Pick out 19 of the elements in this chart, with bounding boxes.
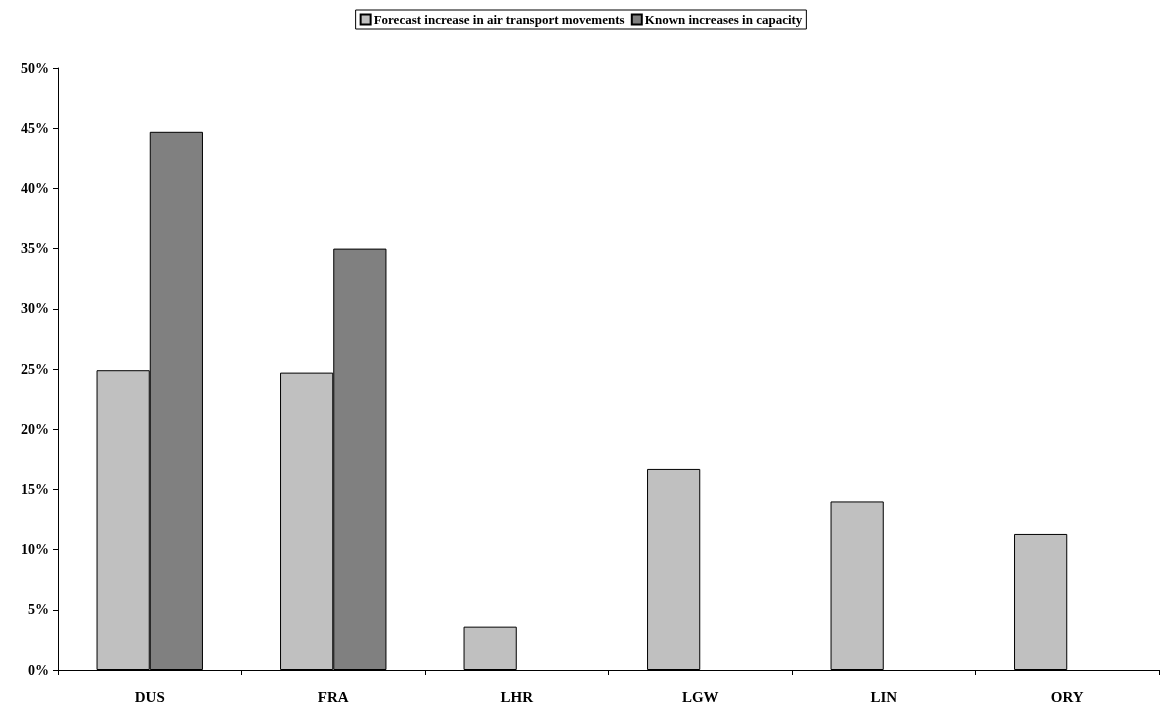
y-tick-label: 50%: [21, 60, 49, 76]
x-tick-label: DUS: [134, 688, 165, 705]
legend-label: Known increases in capacity: [644, 12, 803, 27]
y-tick-label: 40%: [21, 180, 49, 196]
x-tick-label: LGW: [681, 688, 719, 705]
y-tick-label: 5%: [28, 602, 49, 618]
y-tick-label: 45%: [21, 120, 49, 136]
y-tick-label: 15%: [21, 481, 49, 497]
y-tick-label: 25%: [21, 361, 49, 377]
legend-label: Forecast increase in air transport movements: [373, 12, 625, 27]
y-tick-label: 0%: [28, 662, 49, 678]
y-tick-label: 35%: [21, 241, 49, 257]
x-tick-label: ORY: [1050, 688, 1084, 705]
x-tick-label: LHR: [500, 688, 534, 705]
x-tick-label: LIN: [870, 688, 898, 705]
y-tick-label: 10%: [21, 542, 49, 558]
y-tick-label: 20%: [21, 421, 49, 437]
y-tick-label: 30%: [21, 301, 49, 317]
x-tick-label: FRA: [317, 688, 349, 705]
